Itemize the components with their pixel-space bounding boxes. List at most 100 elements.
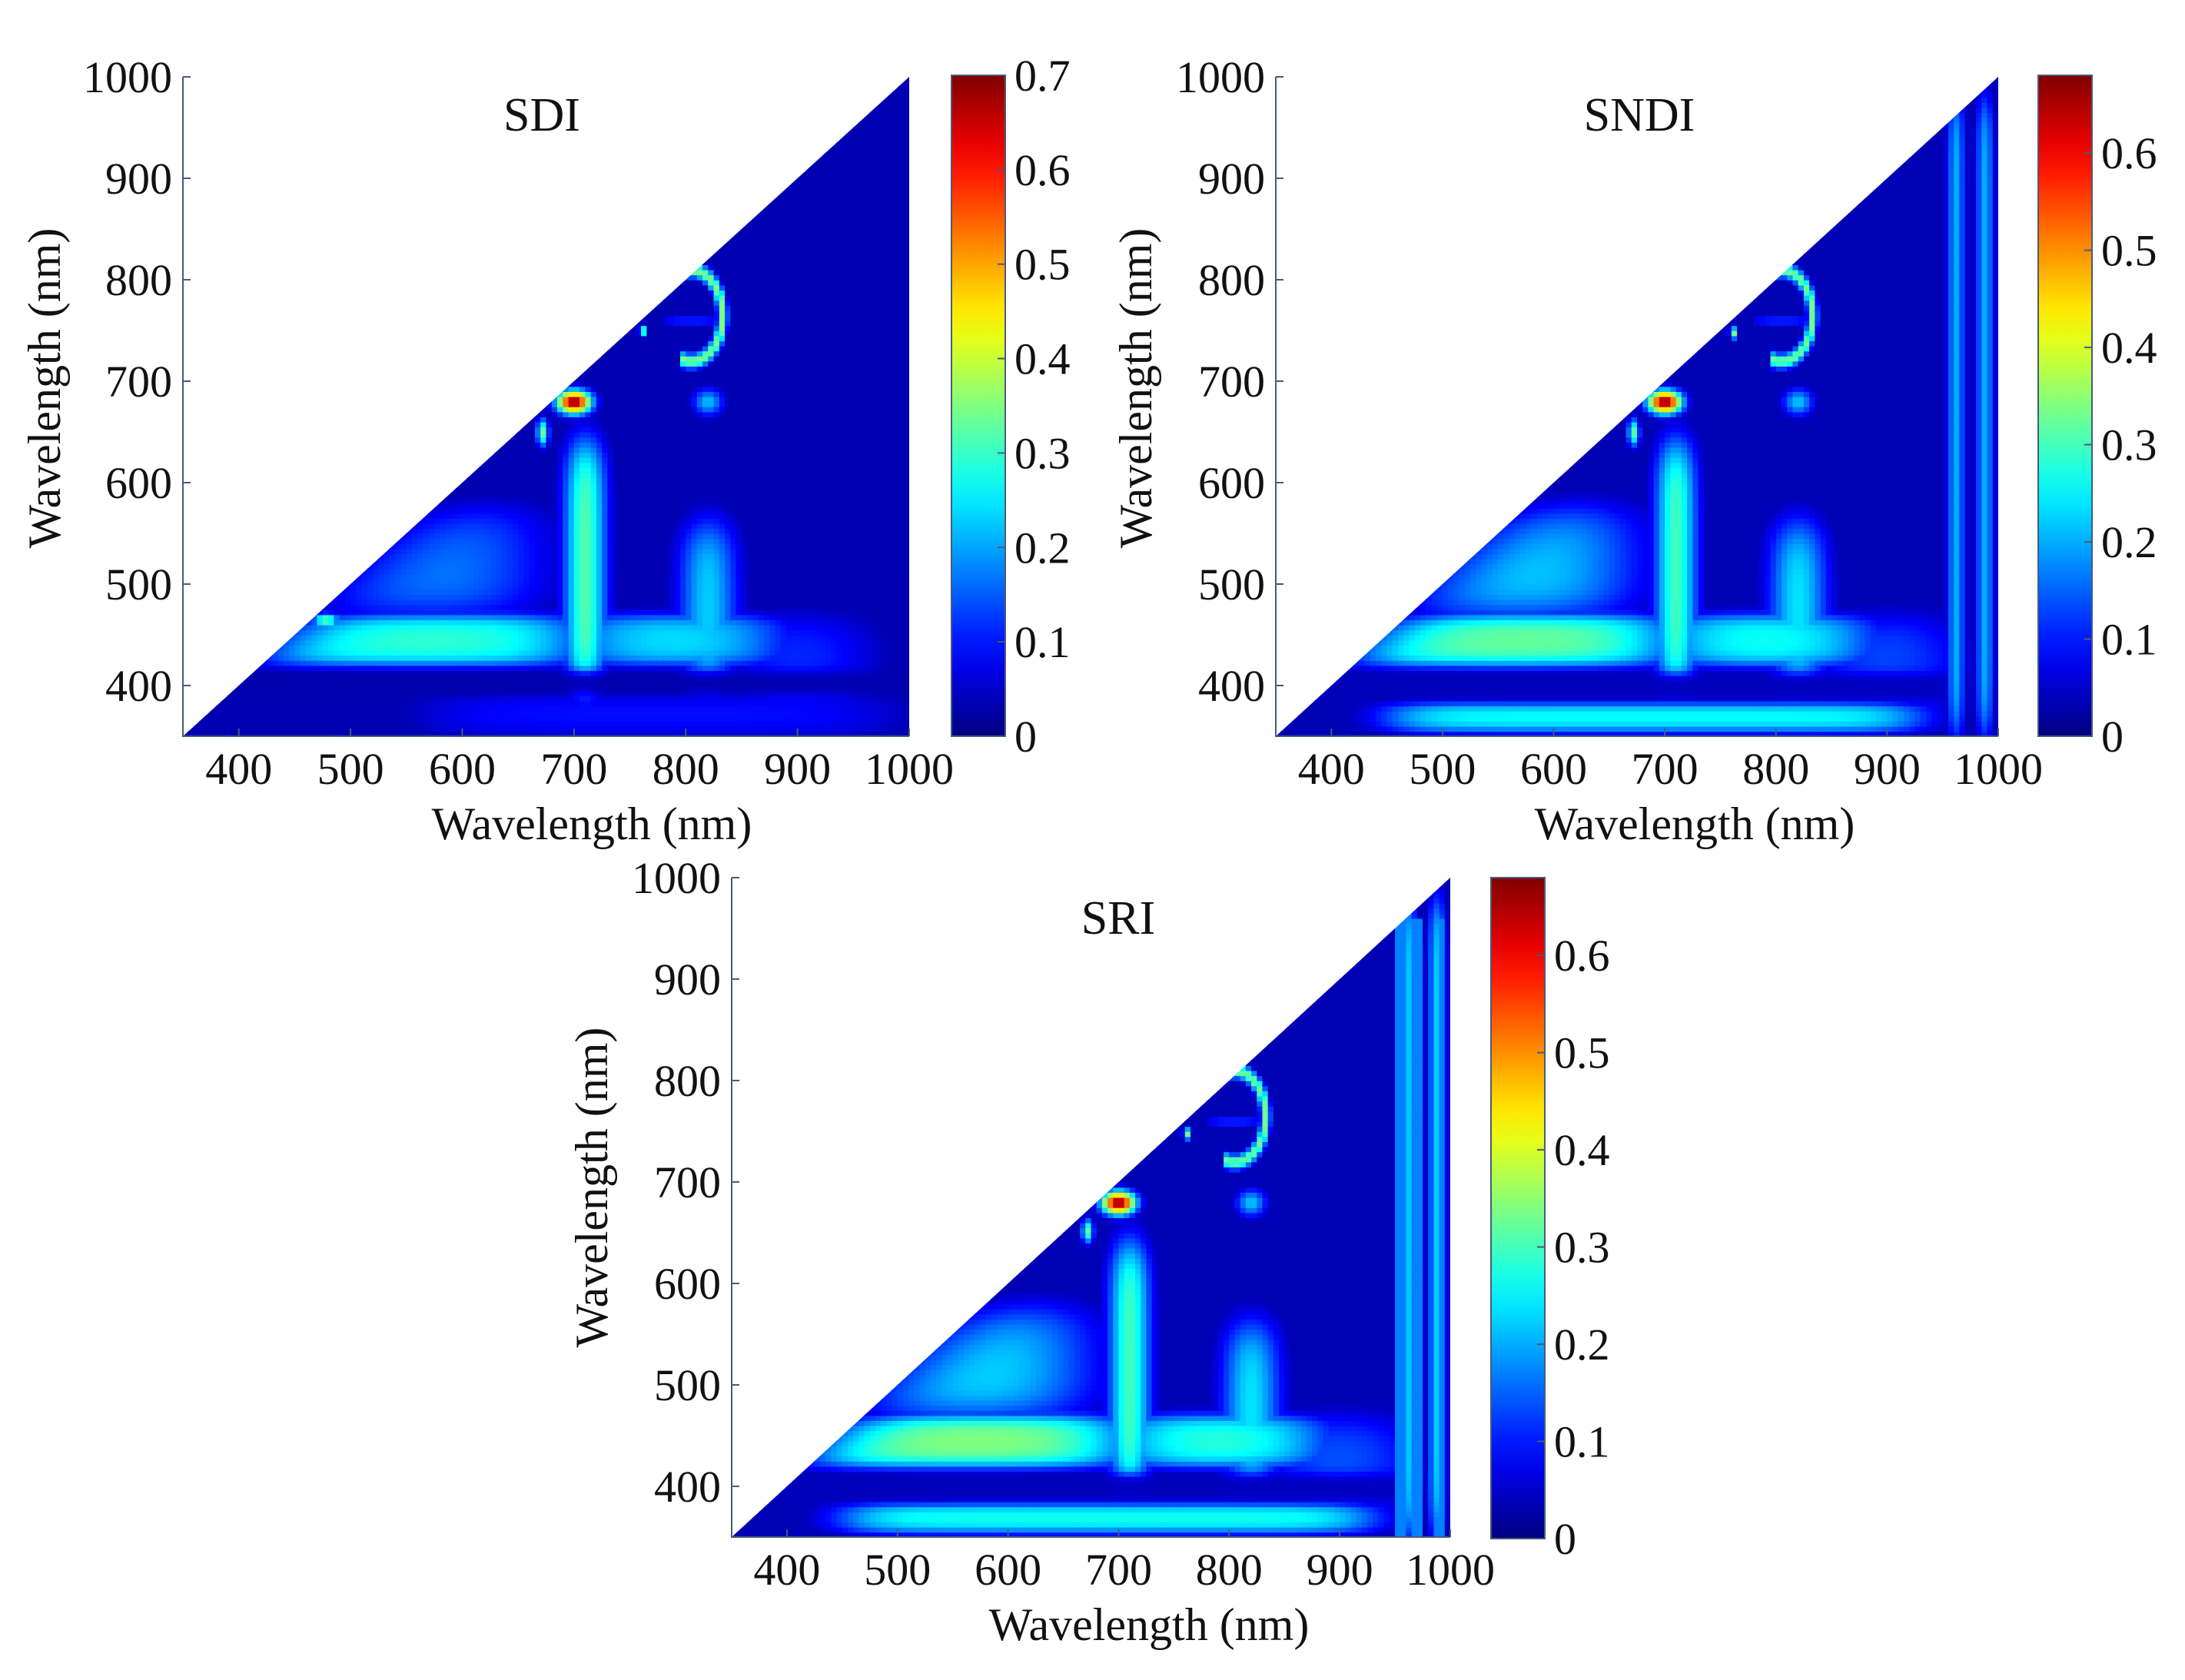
- heatmap-cell: [255, 731, 262, 736]
- heatmap-cell: [585, 442, 592, 448]
- heatmap-cell: [691, 386, 698, 392]
- heatmap-cell: [479, 457, 486, 463]
- heatmap-cell: [501, 645, 508, 651]
- heatmap-cell: [607, 660, 614, 666]
- heatmap-cell: [417, 518, 424, 524]
- heatmap-cell: [434, 579, 441, 585]
- heatmap-cell: [551, 731, 558, 736]
- heatmap-cell: [490, 645, 496, 651]
- heatmap-cell: [546, 584, 553, 590]
- heatmap-cell: [669, 427, 676, 433]
- heatmap-cell: [563, 655, 569, 661]
- heatmap-cell: [534, 508, 542, 514]
- heatmap-cell: [317, 629, 324, 636]
- heatmap-cell: [657, 538, 664, 544]
- heatmap-cell: [523, 604, 530, 610]
- heatmap-cell: [350, 715, 357, 722]
- heatmap-cell: [423, 584, 430, 590]
- heatmap-cell: [512, 599, 519, 606]
- heatmap-cell: [294, 721, 301, 727]
- heatmap-cell: [635, 686, 642, 692]
- heatmap-cell: [702, 533, 709, 540]
- heatmap-cell: [534, 649, 542, 656]
- heatmap-cell: [412, 696, 419, 702]
- heatmap-cell: [501, 711, 508, 717]
- heatmap-cell: [679, 386, 687, 392]
- heatmap-cell: [389, 686, 397, 692]
- heatmap-cell: [205, 715, 212, 722]
- heatmap-cell: [250, 706, 257, 712]
- heatmap-cell: [445, 563, 452, 569]
- heatmap-cell: [719, 254, 726, 261]
- heatmap-cell: [719, 553, 726, 559]
- heatmap-cell: [450, 513, 457, 519]
- heatmap-cell: [696, 345, 703, 352]
- heatmap-cell: [725, 280, 732, 286]
- heatmap-cell: [356, 731, 363, 736]
- heatmap-cell: [339, 680, 346, 686]
- heatmap-cell: [568, 711, 575, 717]
- heatmap-cell: [450, 706, 457, 712]
- heatmap-cell: [551, 675, 558, 682]
- heatmap-cell: [613, 417, 619, 423]
- heatmap-cell: [450, 731, 457, 736]
- heatmap-cell: [602, 417, 609, 423]
- heatmap-cell: [590, 660, 597, 666]
- heatmap-cell: [613, 725, 619, 732]
- heatmap-cell: [696, 391, 703, 397]
- heatmap-cell: [322, 690, 329, 696]
- heatmap-cell: [384, 655, 390, 661]
- heatmap-cell: [669, 376, 676, 382]
- heatmap-cell: [406, 715, 413, 722]
- heatmap-cell: [406, 604, 413, 610]
- heatmap-cell: [506, 467, 513, 473]
- heatmap-cell: [629, 533, 636, 540]
- heatmap-cell: [641, 553, 648, 559]
- heatmap-cell: [428, 624, 435, 631]
- heatmap-cell: [518, 665, 525, 671]
- heatmap-cell: [400, 548, 407, 555]
- heatmap-cell: [573, 391, 580, 397]
- heatmap-cell: [602, 411, 609, 417]
- heatmap-cell: [702, 548, 709, 555]
- heatmap-cell: [568, 381, 575, 387]
- heatmap-cell: [557, 457, 564, 463]
- heatmap-cell: [523, 421, 530, 428]
- heatmap-cell: [607, 487, 614, 493]
- heatmap-cell: [551, 523, 558, 530]
- heatmap-cell: [311, 690, 318, 696]
- heatmap-cell: [457, 569, 463, 575]
- heatmap-cell: [573, 675, 580, 682]
- heatmap-cell: [596, 493, 603, 499]
- heatmap-cell: [540, 518, 547, 524]
- heatmap-cell: [283, 649, 290, 656]
- heatmap-cell: [406, 696, 413, 702]
- heatmap-cell: [619, 665, 626, 671]
- heatmap-cell: [702, 579, 709, 585]
- heatmap-cell: [619, 670, 626, 676]
- heatmap-cell: [663, 411, 670, 417]
- heatmap-cell: [686, 310, 692, 316]
- heatmap-cell: [272, 715, 279, 722]
- heatmap-cell: [674, 639, 681, 646]
- heatmap-cell: [450, 528, 457, 534]
- heatmap-cell: [635, 635, 642, 641]
- heatmap-cell: [719, 391, 726, 397]
- heatmap-cell: [450, 700, 457, 707]
- heatmap-cell: [579, 370, 586, 377]
- heatmap-cell: [512, 467, 519, 473]
- heatmap-cell: [730, 649, 737, 656]
- heatmap-cell: [373, 670, 380, 676]
- heatmap-cell: [607, 675, 614, 682]
- heatmap-cell: [696, 569, 703, 575]
- heatmap-cell: [534, 417, 542, 423]
- heatmap-cell: [305, 690, 312, 696]
- heatmap-cell: [479, 573, 486, 580]
- heatmap-cell: [563, 629, 569, 636]
- heatmap-cell: [573, 543, 580, 549]
- heatmap-cell: [529, 624, 536, 631]
- heatmap-cell: [596, 675, 603, 682]
- heatmap-cell: [708, 680, 715, 686]
- heatmap-cell: [691, 706, 698, 712]
- heatmap-cell: [657, 437, 664, 443]
